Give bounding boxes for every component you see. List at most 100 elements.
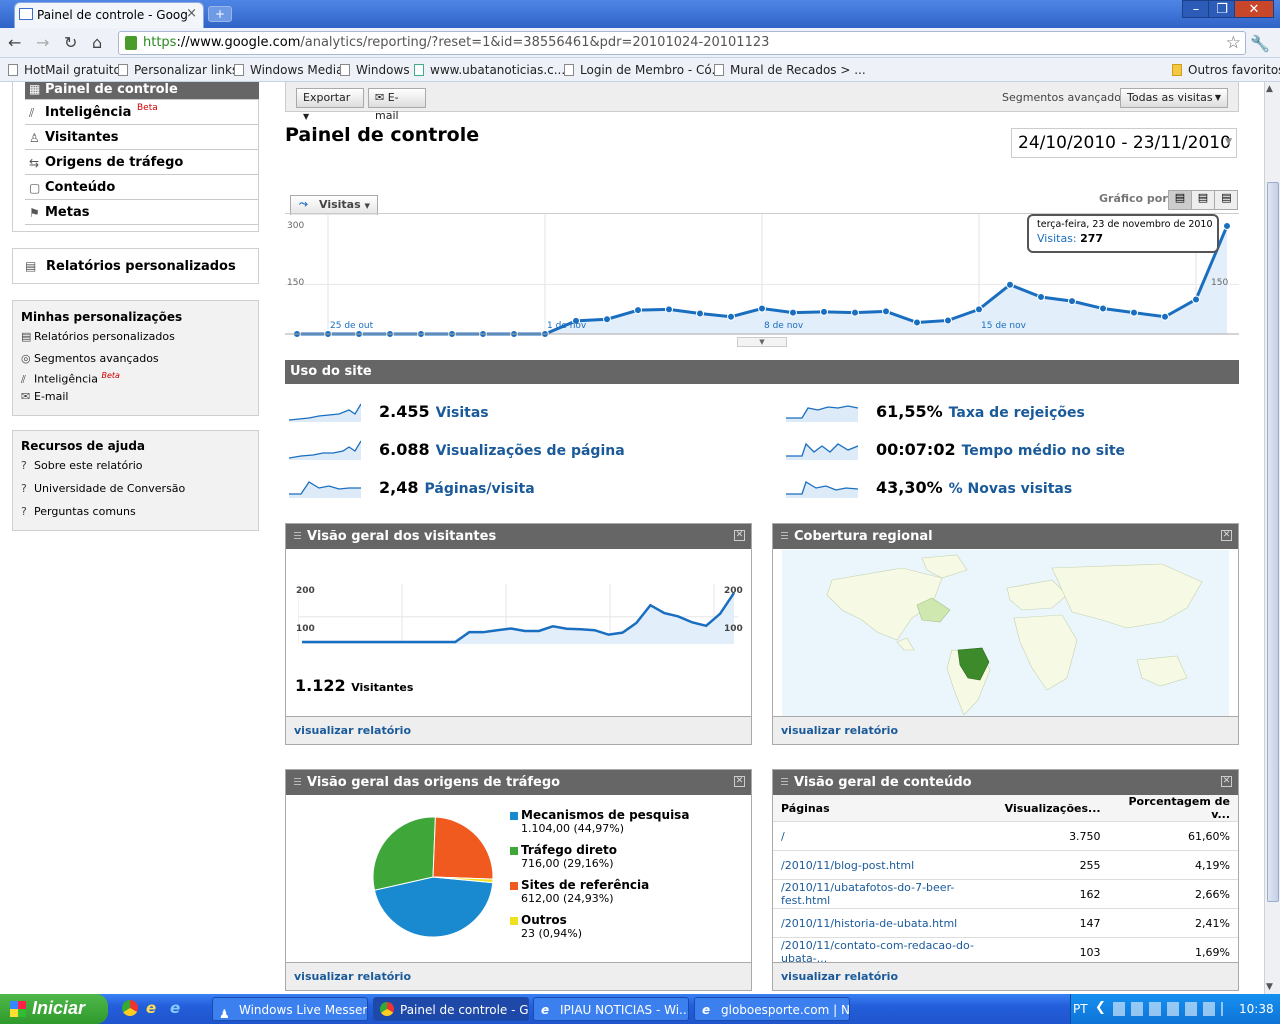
legend-item: Mecanismos de pesquisa 1.104,00 (44,97%) [510,808,689,843]
view-report-link[interactable]: visualizar relatório [781,970,899,983]
language-indicator[interactable]: PT [1073,1002,1088,1016]
home-icon[interactable]: ⌂ [92,33,103,52]
month-view-icon[interactable]: ▤ [1221,191,1232,204]
help-item[interactable]: ? Perguntas comuns [21,505,136,518]
custom-item[interactable]: ✉ E-mail [21,390,69,403]
help-item[interactable]: ? Universidade de Conversão [21,482,186,495]
nav-item-inteligencia[interactable]: ⫽ Inteligência Beta [25,100,258,125]
nav-item-metas[interactable]: ⚑ Metas [25,200,258,225]
bookmarks-bar: HotMail gratuito Personalizar links Wind… [0,58,1280,82]
scroll-up-icon[interactable]: ▲ [1266,84,1273,94]
line-chart-icon: ⤳ [299,197,308,210]
close-icon[interactable]: ✕ [1221,776,1232,787]
other-bookmarks-folder[interactable]: Outros favoritos [1172,63,1280,77]
column-header[interactable]: Visualizações... [996,795,1109,822]
page-link[interactable]: /2010/11/blog-post.html [781,858,915,872]
bookmark-item[interactable]: Login de Membro - Có... [564,63,723,77]
panel-header: Cobertura regional ✕ [773,524,1238,549]
bookmark-item[interactable]: Windows [340,63,410,77]
column-header[interactable]: Páginas [773,795,997,822]
bookmark-item[interactable]: www.ubatanoticias.c... [414,63,565,77]
custom-item[interactable]: ◎ Segmentos avançados [21,352,159,365]
bookmark-item[interactable]: Windows Media [234,63,343,77]
page-icon: ▢ [29,181,41,195]
nav-item-painel[interactable]: ▦ Painel de controle [25,82,259,100]
new-tab-button[interactable]: + [208,6,232,22]
visits-point [975,305,983,314]
url-scheme: https [143,35,177,50]
box-title: Minhas personalizações [21,310,183,324]
export-button[interactable]: Exportar ▼ [296,88,364,121]
bookmark-item[interactable]: Personalizar links [118,63,238,77]
legend-item: Outros 23 (0,94%) [510,913,689,948]
view-report-link[interactable]: visualizar relatório [294,724,412,737]
close-tab-icon[interactable]: × [186,6,197,21]
page-content: ▦ Painel de controle ⫽ Inteligência Beta ♙ V… [0,82,1264,994]
taskbar-item[interactable]: e IPIAU NOTICIAS - Wi... [533,997,689,1021]
week-view-icon[interactable]: ▤ [1192,191,1215,209]
bookmark-item[interactable]: HotMail gratuito [8,63,121,77]
email-button[interactable]: ✉ E-mail [368,88,426,122]
ie-quicklaunch-icon[interactable]: e [170,999,181,1017]
close-window-button[interactable]: ✕ [1234,0,1274,18]
wrench-icon[interactable]: 🔧 [1250,34,1270,53]
drag-handle[interactable] [781,778,788,787]
tab-title: Painel de controle - Google ... [37,8,187,22]
visits-point [1223,222,1231,230]
bookmark-item[interactable]: Mural de Recados > ... [714,63,866,77]
forward-icon[interactable]: → [36,33,50,52]
column-header[interactable]: Porcentagem de v... [1108,795,1238,822]
close-icon[interactable]: ✕ [734,776,745,787]
view-report-link[interactable]: visualizar relatório [294,970,412,983]
close-icon[interactable]: ✕ [1221,530,1232,541]
taskbar-item[interactable]: ♟ Windows Live Messen... [212,997,368,1021]
page-link[interactable]: /2010/11/contato-com-redacao-do-ubata-..… [781,939,974,965]
visitors-area [302,592,734,644]
drag-handle[interactable] [294,778,301,787]
custom-reports-link[interactable]: ▤ Relatórios personalizados [12,248,259,284]
chrome-quicklaunch-icon[interactable] [122,1000,138,1016]
nav-item-visitantes[interactable]: ♙ Visitantes [25,125,258,150]
ie-quicklaunch-icon[interactable]: e [146,999,157,1017]
visits-chart-svg [285,214,1239,338]
scrollbar-thumb[interactable] [1267,182,1279,902]
table-row: /2010/11/blog-post.html 255 4,19% [773,850,1238,880]
day-view-icon[interactable]: ▤ [1169,191,1192,209]
world-map[interactable] [782,550,1229,717]
drag-handle[interactable] [294,532,301,541]
taskbar-item-active[interactable]: Painel de controle - G... [373,997,529,1021]
taskbar-item[interactable]: e globoesporte.com | N... [694,997,850,1021]
person-icon: ♙ [29,131,40,145]
scroll-down-icon[interactable]: ▼ [1266,982,1273,992]
vertical-scrollbar[interactable]: ▲ ▼ [1264,82,1280,994]
back-icon[interactable]: ← [8,33,22,52]
bookmark-star-icon[interactable]: ☆ [1225,33,1241,53]
grid-icon: ▦ [29,82,41,96]
page-link[interactable]: /2010/11/historia-de-ubata.html [781,916,958,930]
custom-item[interactable]: ⫽ Inteligência Beta [21,371,120,386]
start-button[interactable]: Iniciar [0,994,108,1024]
maximize-button[interactable]: ❐ [1208,0,1236,18]
nav-item-origens[interactable]: ⇆ Origens de tráfego [25,150,258,175]
date-range-picker[interactable]: 24/10/2010 - 23/11/2010 ▼ [1011,128,1237,158]
address-bar[interactable]: https://www.google.com/analytics/reporti… [118,31,1246,55]
nav-item-conteudo[interactable]: ▢ Conteúdo [25,175,258,200]
visits-point [696,309,704,318]
collapse-chart-handle[interactable]: ▼ [737,337,787,347]
tray-icons[interactable] [1113,1002,1223,1016]
page-link[interactable]: / [781,829,785,843]
tray-arrow-icon[interactable]: ❮ [1095,1000,1106,1015]
minimize-button[interactable]: – [1182,0,1210,18]
reload-icon[interactable]: ↻ [64,33,78,52]
browser-tab[interactable]: Painel de controle - Google ... × [14,2,204,28]
drag-handle[interactable] [781,532,788,541]
page-link[interactable]: /2010/11/ubatafotos-do-7-beer-fest.html [781,881,955,907]
visits-point [727,312,735,321]
visits-point [665,305,673,314]
segments-select[interactable]: Todas as visitas ▼ [1120,88,1228,108]
custom-item[interactable]: ▤ Relatórios personalizados [21,330,175,343]
view-report-link[interactable]: visualizar relatório [781,724,899,737]
close-icon[interactable]: ✕ [734,530,745,541]
help-item[interactable]: ? Sobre este relatório [21,459,143,472]
metric-tab[interactable]: ⤳ Visitas ▼ [290,195,378,215]
